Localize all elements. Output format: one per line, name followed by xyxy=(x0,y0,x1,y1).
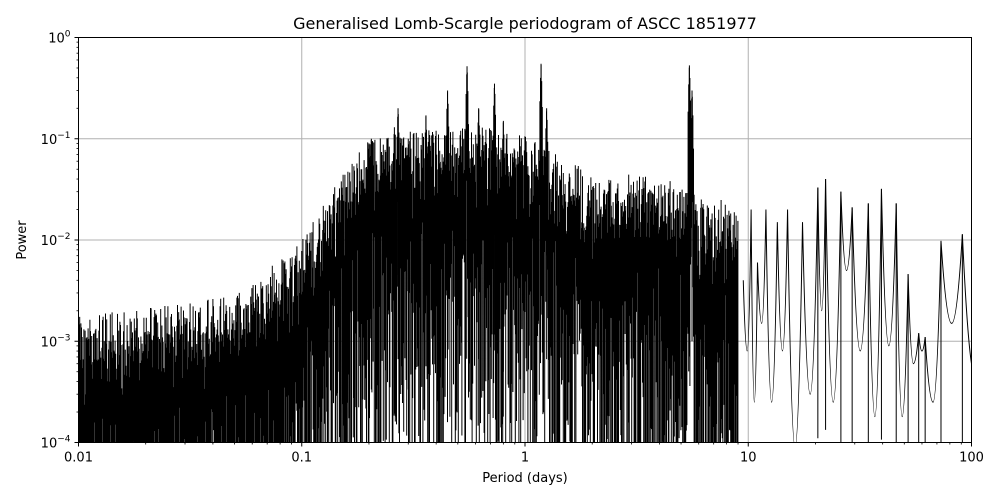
x-tick-label: 0.01 xyxy=(64,451,93,466)
chart-title: Generalised Lomb-Scargle periodogram of … xyxy=(293,14,757,33)
axes-frame xyxy=(78,37,972,443)
plot-area xyxy=(78,63,972,443)
y-tick-label: 10−4 xyxy=(41,435,71,452)
x-axis-label: Period (days) xyxy=(482,471,568,486)
y-tick-label: 10−2 xyxy=(41,232,71,249)
x-tick-label: 100 xyxy=(959,451,984,466)
x-tick-label: 1 xyxy=(521,451,529,466)
x-tick-label: 10 xyxy=(740,451,757,466)
axis-ticks: 0.01 0.1 1 10 100 10−4 10−3 10−2 10−1 100 xyxy=(41,30,984,466)
x-tick-label: 0.1 xyxy=(291,451,312,466)
y-tick-label: 100 xyxy=(48,30,71,47)
periodogram-long-period-curve xyxy=(742,179,972,443)
y-axis-label: Power xyxy=(15,220,30,260)
y-tick-label: 10−1 xyxy=(41,131,71,148)
y-tick-label: 10−3 xyxy=(41,333,71,350)
